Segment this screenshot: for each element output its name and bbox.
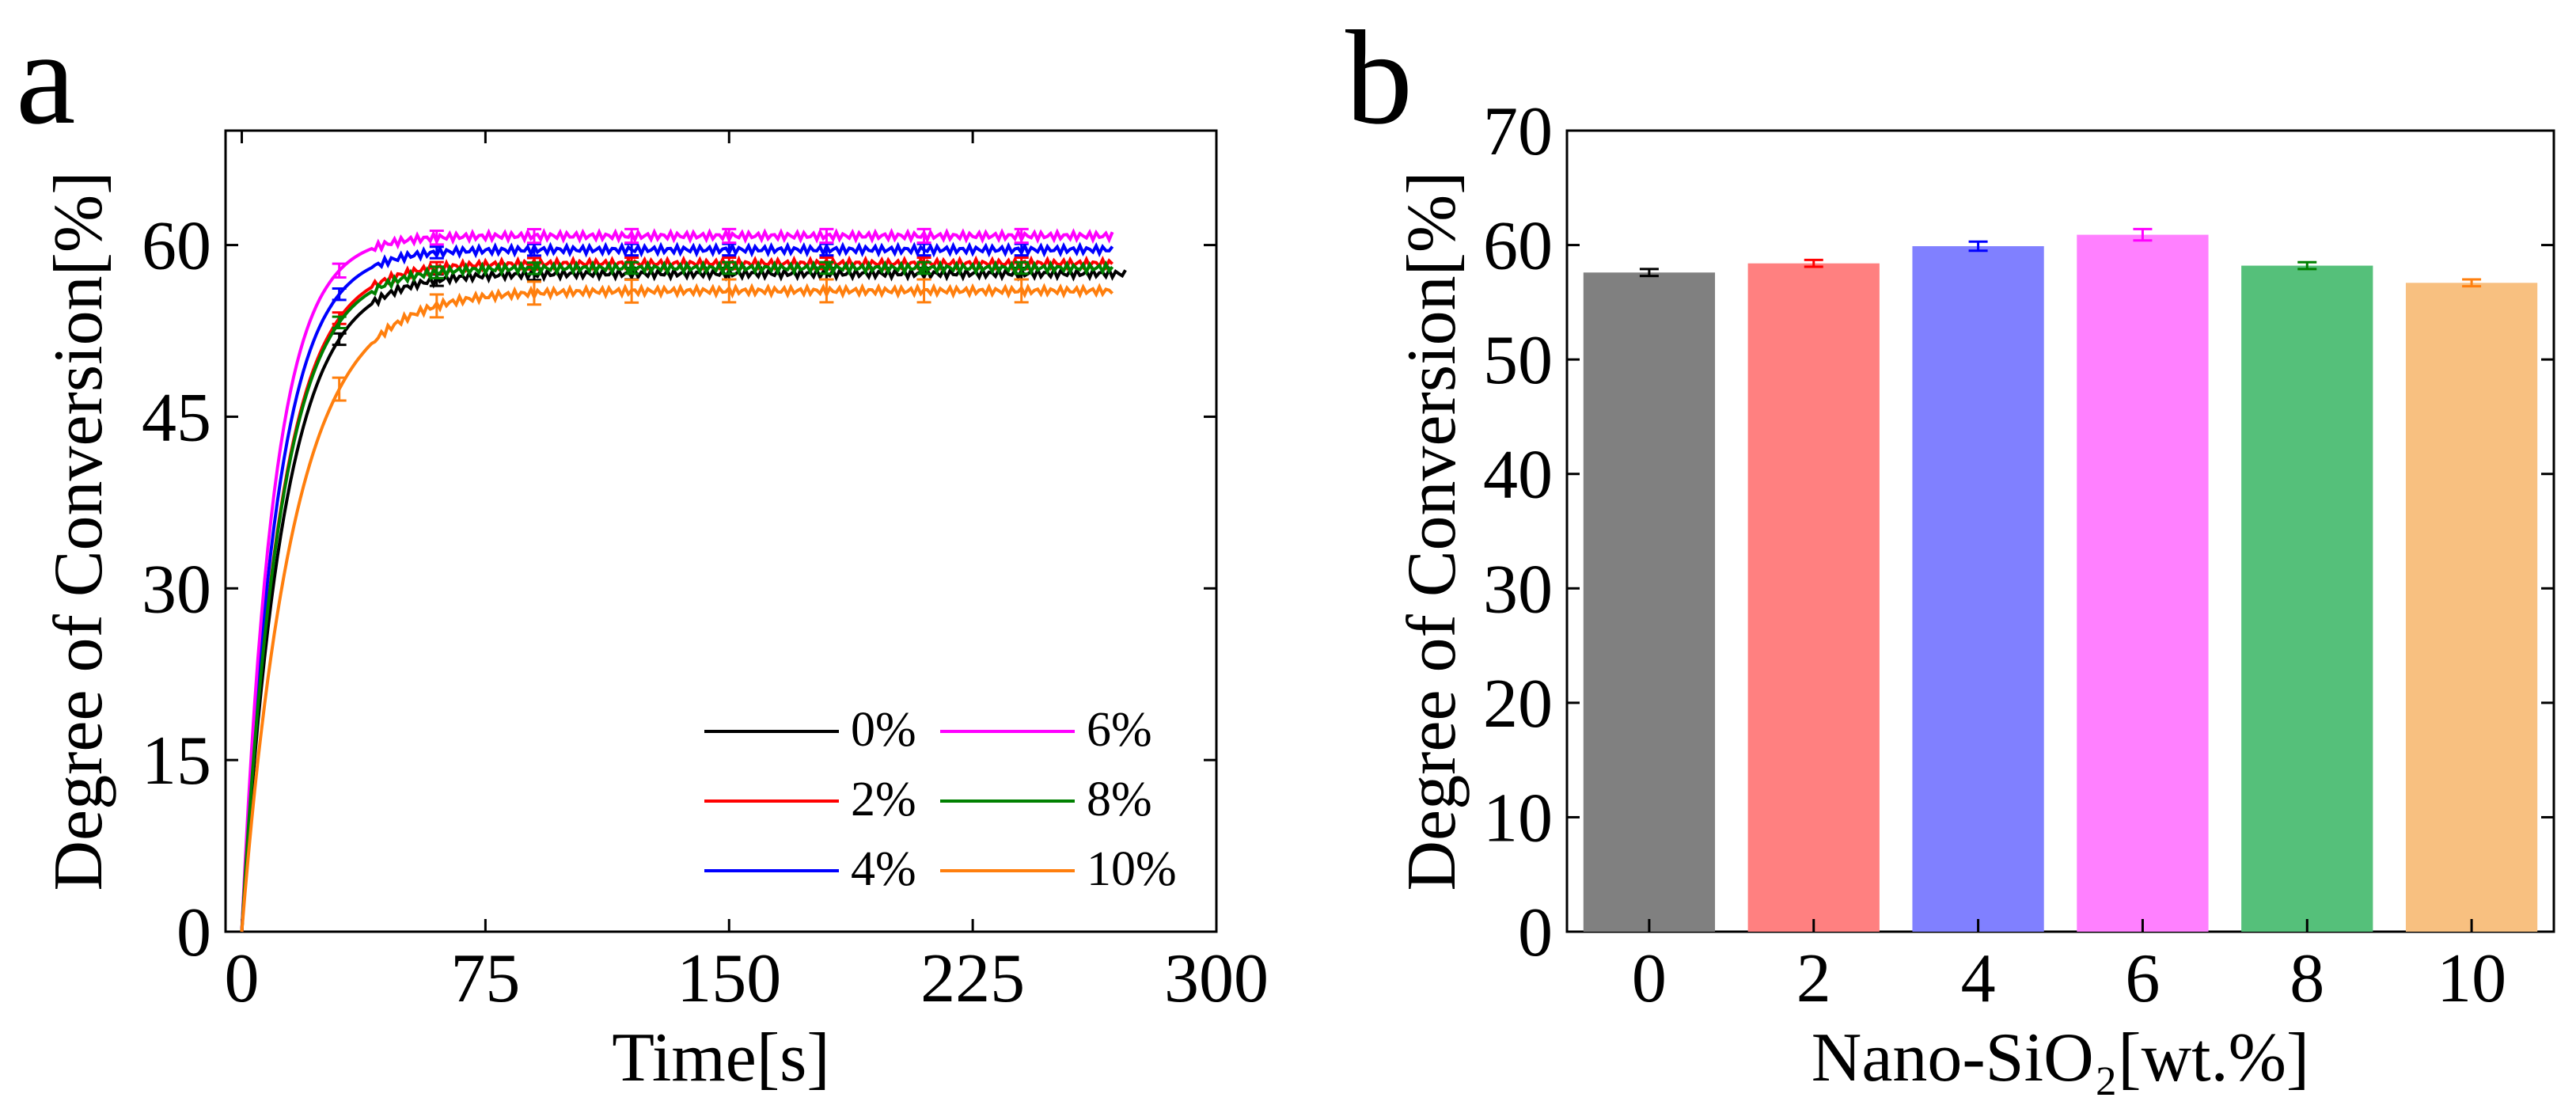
bar-0	[1583, 272, 1716, 932]
series-line-10pct	[240, 283, 1114, 932]
line-chart-panel-a: 0 15 30 45 60 0 75 150 225 300 Time[s] Degree of Co…	[40, 129, 1269, 1096]
y-tick-label: 30	[1483, 551, 1553, 628]
series-line-4pct	[240, 241, 1114, 932]
y-tick-label: 60	[1483, 208, 1553, 285]
y-tick-label: 10	[1483, 780, 1553, 856]
x-tick-label: 300	[1164, 940, 1269, 1017]
series-line-2pct	[240, 255, 1113, 932]
bar-chart-panel-b: 0 10 20 30 40 50 60 70 0 2 4 6 8 10 Nano-SiO₂[wt.%] Deg…	[1394, 93, 2555, 1096]
y-tick-label: 40	[1483, 437, 1553, 514]
x-tick-label: 6	[2125, 940, 2160, 1017]
x-tick-label: 0	[225, 940, 260, 1017]
bar-10	[2405, 283, 2538, 932]
legend-label: 4%	[851, 842, 916, 896]
y-tick-label: 0	[1518, 894, 1553, 971]
y-tick-label: 15	[142, 723, 211, 799]
x-axis-label: Nano-SiO₂[wt.%]	[1812, 1020, 2309, 1096]
series-line-8pct	[240, 260, 1114, 932]
legend-label: 8%	[1087, 773, 1152, 826]
y-axis-label: Degree of Conversion[%]	[40, 171, 117, 891]
x-tick-label: 8	[2290, 940, 2324, 1017]
x-tick-label: 0	[1632, 940, 1667, 1017]
y-tick-label: 30	[142, 551, 211, 628]
bar-2	[1747, 263, 1880, 932]
y-tick-label: 50	[1483, 322, 1553, 399]
y-tick-label: 70	[1483, 93, 1553, 170]
legend-label: 10%	[1087, 842, 1177, 896]
x-tick-label: 150	[677, 940, 781, 1017]
bar-4	[1912, 246, 2044, 932]
legend-label: 6%	[1087, 703, 1152, 757]
x-tick-label: 10	[2437, 940, 2506, 1017]
x-axis-label: Time[s]	[612, 1020, 829, 1096]
x-tick-label: 2	[1796, 940, 1831, 1017]
x-tick-label: 75	[450, 940, 520, 1017]
plot-frame-b	[1565, 129, 2555, 933]
series-line-0pct	[240, 265, 1127, 932]
x-tick-label: 225	[920, 940, 1025, 1017]
bar-6	[2077, 234, 2209, 932]
plot-frame-a	[224, 129, 1218, 933]
legend-label: 2%	[851, 773, 916, 826]
y-tick-label: 0	[176, 894, 211, 971]
y-tick-label: 60	[142, 208, 211, 285]
bar-8	[2241, 265, 2373, 932]
panel-b-letter: b	[1345, 3, 1413, 152]
series-line-6pct	[240, 227, 1114, 932]
x-tick-label: 4	[1961, 940, 1996, 1017]
y-tick-label: 20	[1483, 666, 1553, 742]
y-axis-label: Degree of Conversion[%]	[1394, 171, 1470, 891]
y-tick-label: 45	[142, 379, 211, 456]
panel-a-letter: a	[16, 3, 75, 152]
legend-label: 0%	[851, 703, 916, 757]
